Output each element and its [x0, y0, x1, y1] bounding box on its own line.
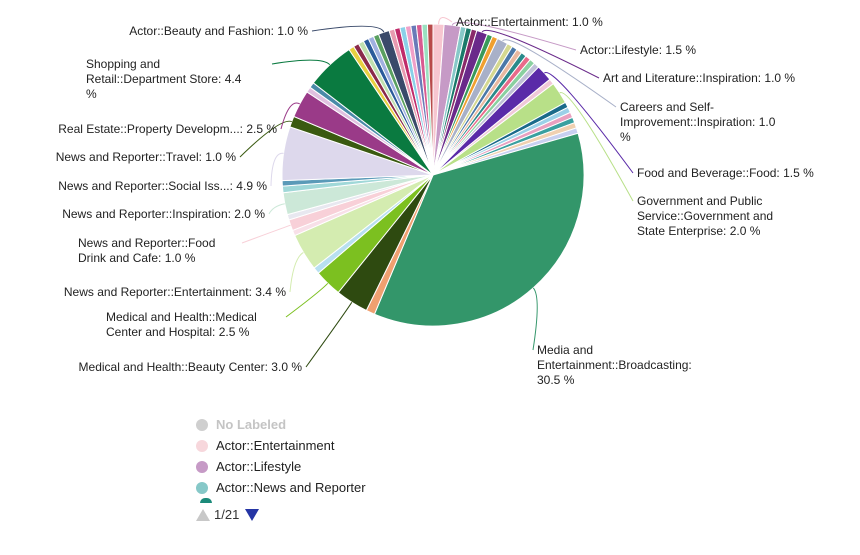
- leader-line: [311, 25, 385, 33]
- pie-chart: Actor::Entertainment: 1.0 %Actor::Lifest…: [56, 15, 814, 387]
- pie-slices: [281, 23, 585, 327]
- legend-dot-actor-entertainment: [196, 439, 208, 452]
- slice-label: Shopping and Retail::Department Store: 4.…: [86, 57, 242, 101]
- slice-label: Art and Literature::Inspiration: 1.0 %: [603, 71, 795, 85]
- slice-label: Real Estate::Property Developm...: 2.5 %: [58, 122, 277, 136]
- slice-label: Actor::Entertainment: 1.0 %: [456, 15, 603, 29]
- leader-line: [268, 203, 285, 215]
- leader-line: [532, 287, 538, 351]
- page-down-arrow-icon[interactable]: [245, 508, 260, 521]
- slice-label: Media and Entertainment::Broadcasting: 30.…: [537, 343, 692, 387]
- slice-label: Food and Beverage::Food: 1.5 %: [637, 166, 814, 180]
- legend-dot-actor-lifestyle: [196, 460, 208, 473]
- legend-item-actor-entertainment[interactable]: Actor::Entertainment: [196, 435, 496, 456]
- legend-dot-no-labeled: [196, 418, 208, 431]
- leader-line: [481, 29, 600, 79]
- legend-item-actor-news-and-reporter[interactable]: Actor::News and Reporter: [196, 477, 496, 498]
- slice-label: Actor::Lifestyle: 1.5 %: [580, 43, 696, 57]
- slice-label: News and Reporter::Social Iss...: 4.9 %: [58, 179, 267, 193]
- leader-lines: [239, 17, 634, 368]
- leader-line: [559, 92, 634, 202]
- leader-line: [271, 59, 331, 66]
- leader-line: [239, 120, 292, 158]
- legend-dot-actor-news-and-reporter: [196, 481, 208, 494]
- slice-label: Actor::Beauty and Fashion: 1.0 %: [129, 24, 308, 38]
- legend-label: Actor::Entertainment: [216, 438, 335, 453]
- legend-item-actor-lifestyle[interactable]: Actor::Lifestyle: [196, 456, 496, 477]
- leader-line: [285, 282, 329, 318]
- legend-pager: 1/21: [196, 507, 260, 522]
- leader-line: [280, 102, 301, 130]
- leader-line: [438, 17, 453, 25]
- slice-labels: Actor::Entertainment: 1.0 %Actor::Lifest…: [56, 15, 814, 387]
- leader-line: [502, 39, 617, 108]
- page-up-arrow-icon[interactable]: [196, 508, 210, 521]
- leader-line: [289, 251, 304, 293]
- legend-label: No Labeled: [216, 417, 287, 432]
- slice-label: Careers and Self-Improvement::Inspiratio…: [620, 100, 776, 144]
- slice-label: Medical and Health::Medical Center and Ho…: [106, 310, 257, 339]
- leader-line: [305, 302, 353, 368]
- leader-line: [451, 21, 577, 51]
- leader-line: [544, 72, 634, 174]
- legend-item-no-labeled[interactable]: No Labeled: [196, 414, 496, 435]
- leader-line: [241, 224, 291, 244]
- legend-label: Actor::News and Reporter: [216, 480, 366, 495]
- legend: No Labeled Actor::Entertainment Actor::L…: [196, 414, 496, 498]
- slice-label: Government and Public Service::Government…: [637, 194, 773, 238]
- slice-label: News and Reporter::Entertainment: 3.4 %: [64, 285, 286, 299]
- legend-next-item-peek: [200, 498, 212, 503]
- slice-label: News and Reporter::Travel: 1.0 %: [56, 150, 237, 164]
- pie-slice[interactable]: [426, 23, 434, 176]
- pie-slice[interactable]: [373, 132, 585, 327]
- slice-label: News and Reporter::Food Drink and Cafe: 1…: [78, 236, 215, 265]
- slice-label: Medical and Health::Beauty Center: 3.0 %: [79, 360, 303, 374]
- slice-label: News and Reporter::Inspiration: 2.0 %: [62, 207, 265, 221]
- legend-label: Actor::Lifestyle: [216, 459, 302, 474]
- legend-page-indicator: 1/21: [214, 507, 240, 522]
- leader-line: [270, 152, 284, 187]
